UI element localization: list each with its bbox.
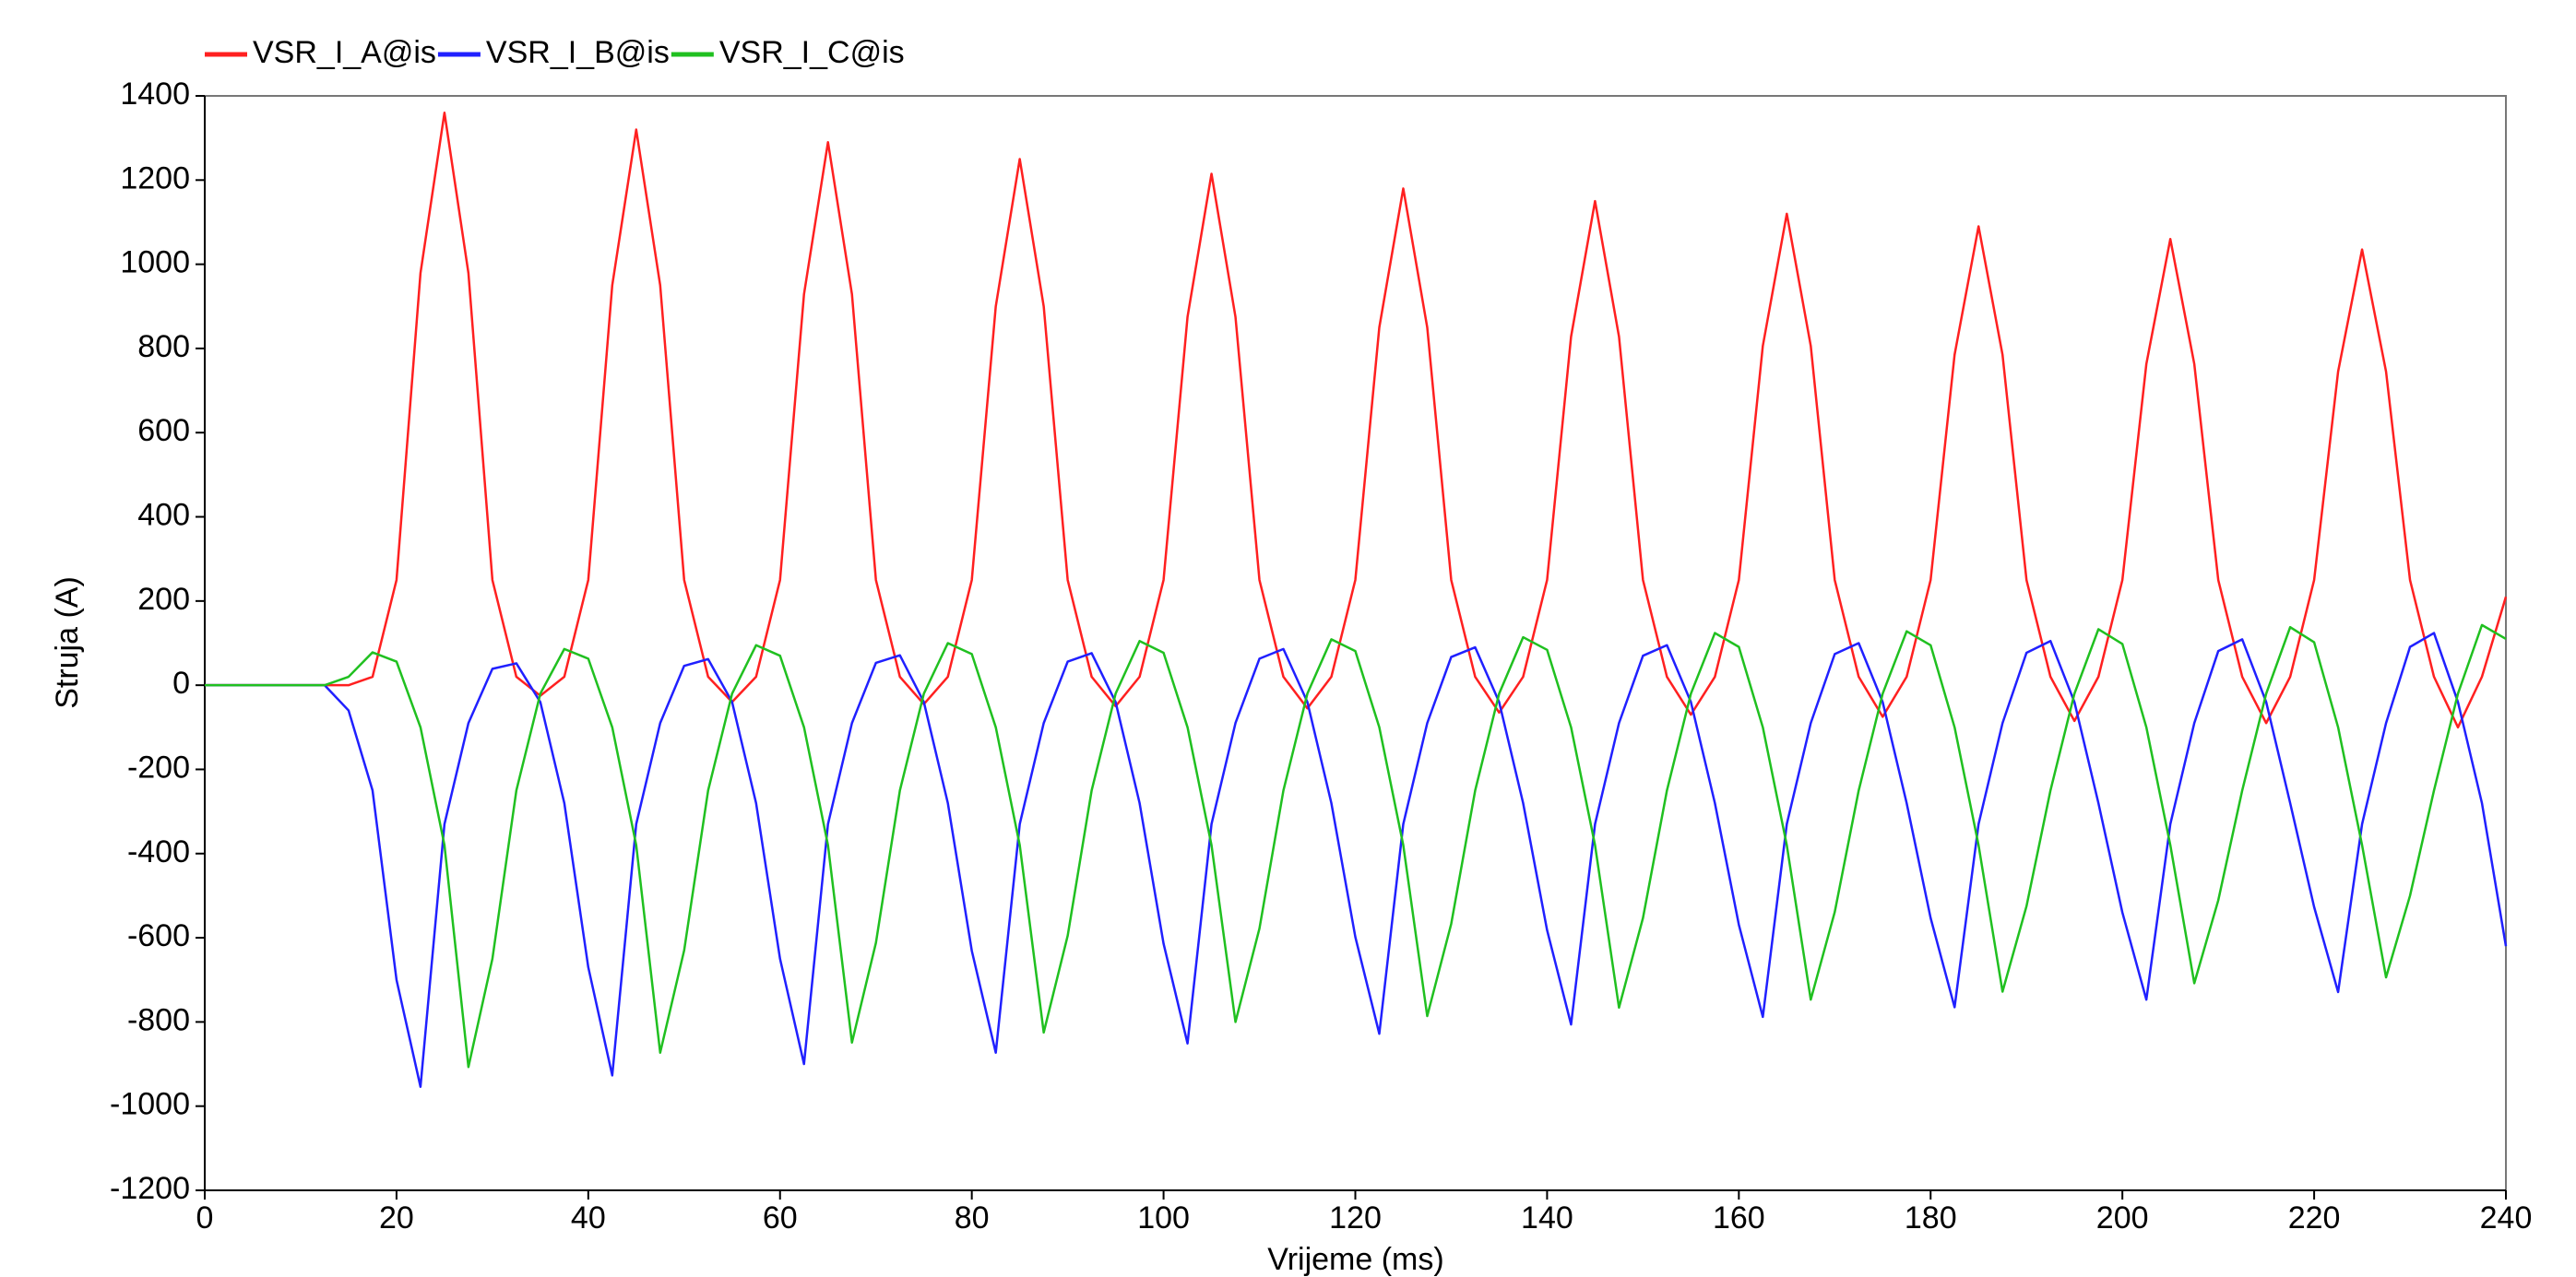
y-tick-label: -600: [127, 918, 190, 953]
x-tick-label: 100: [1137, 1200, 1190, 1236]
x-tick-label: 140: [1521, 1200, 1573, 1236]
x-tick-label: 220: [2288, 1200, 2341, 1236]
legend-label: VSR_I_B@is: [486, 35, 670, 70]
x-tick-label: 60: [763, 1200, 798, 1236]
x-tick-label: 40: [571, 1200, 606, 1236]
y-tick-label: 400: [137, 498, 190, 533]
y-tick-label: -1200: [110, 1171, 190, 1206]
y-tick-label: 1200: [120, 160, 190, 195]
x-tick-label: 200: [2096, 1200, 2149, 1236]
series-line: [205, 623, 2507, 1069]
series-line: [205, 632, 2508, 1088]
x-axis-label: Vrijeme (ms): [1267, 1242, 1443, 1277]
y-tick-label: 0: [172, 666, 190, 701]
y-tick-label: 600: [137, 413, 190, 448]
x-tick-label: 180: [1905, 1200, 1957, 1236]
y-tick-label: 1000: [120, 245, 190, 280]
y-tick-label: -400: [127, 834, 190, 869]
series-line: [205, 112, 2508, 729]
x-tick-label: 160: [1713, 1200, 1765, 1236]
legend-label: VSR_I_C@is: [719, 35, 905, 70]
x-tick-label: 0: [196, 1200, 214, 1236]
y-tick-label: 1400: [120, 77, 190, 112]
y-tick-label: -200: [127, 750, 190, 785]
y-tick-label: 800: [137, 329, 190, 364]
x-tick-label: 240: [2480, 1200, 2533, 1236]
x-tick-label: 120: [1329, 1200, 1382, 1236]
legend-label: VSR_I_A@is: [253, 35, 436, 70]
y-axis-label: Struja (A): [50, 576, 85, 709]
x-tick-label: 20: [379, 1200, 414, 1236]
x-tick-label: 80: [955, 1200, 990, 1236]
y-tick-label: -1000: [110, 1087, 190, 1122]
y-tick-label: 200: [137, 582, 190, 617]
plot-frame: [204, 95, 2507, 1191]
y-tick-label: -800: [127, 1002, 190, 1037]
